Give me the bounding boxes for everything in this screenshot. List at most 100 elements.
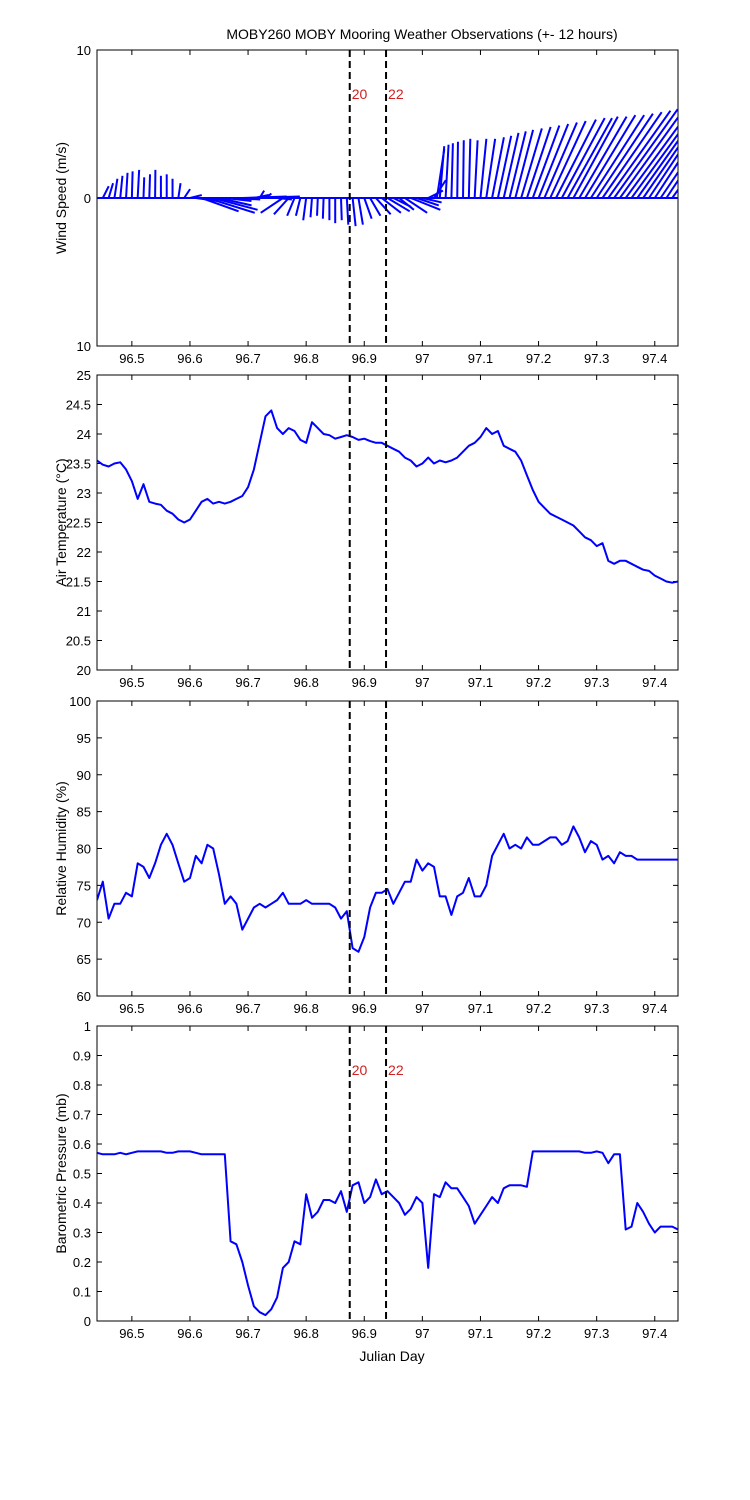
wind-vector (398, 197, 415, 211)
wind-vector (479, 138, 488, 199)
wind-vector (590, 114, 645, 199)
wind-vector (357, 197, 364, 225)
x-tick-label: 96.7 (235, 1326, 260, 1341)
wind-vector (665, 178, 678, 199)
wind-vector (572, 116, 619, 199)
wind-vector (125, 172, 129, 199)
chart-panel: 96.5 96.6 96.7 96.8 96.9 97 97.1 97.2 97.3 97.4 20… (53, 368, 679, 690)
wind-vector (177, 183, 182, 199)
data-series-line (97, 825, 678, 953)
wind-vector (136, 169, 141, 199)
wind-vector (277, 197, 293, 201)
plot-area (97, 108, 678, 227)
y-tick-label: 95 (77, 731, 91, 746)
y-tick-label: 80 (77, 842, 91, 857)
wind-vector (363, 197, 373, 220)
y-tick-label: 1 (84, 1019, 91, 1034)
y-tick-label: 10 (77, 43, 91, 58)
wind-vector (148, 174, 152, 199)
wind-vector (613, 108, 678, 199)
x-tick-label: 96.6 (177, 1326, 202, 1341)
y-tick-label: 20 (77, 663, 91, 678)
wind-vector (636, 139, 678, 199)
x-tick-label: 97.2 (526, 675, 551, 690)
wind-vector (555, 119, 597, 199)
wind-vector (201, 197, 239, 213)
x-tick-label: 96.8 (294, 1001, 319, 1016)
plot-frame (96, 700, 679, 997)
x-tick-label: 97.2 (526, 1001, 551, 1016)
x-tick-label: 96.9 (352, 1326, 377, 1341)
wind-vector (601, 111, 663, 199)
y-tick-label: 0 (84, 191, 91, 206)
wind-vector (444, 144, 450, 199)
y-tick-label: 23 (77, 486, 91, 501)
wind-vector (345, 197, 350, 225)
x-tick-label: 97.2 (526, 351, 551, 366)
x-tick-label: 97.4 (642, 675, 667, 690)
wind-vector (294, 197, 302, 217)
y-tick-label: 70 (77, 915, 91, 930)
wind-vector (549, 120, 587, 199)
y-tick-label: 65 (77, 952, 91, 967)
time-marker-label: 20 (352, 1062, 368, 1078)
wind-vector (624, 125, 678, 199)
x-tick-label: 96.6 (177, 351, 202, 366)
wind-vector (584, 114, 637, 199)
y-tick-label: 10 (77, 339, 91, 354)
wind-vector (207, 197, 256, 214)
y-tick-label: 21.5 (66, 575, 91, 590)
wind-vector (183, 188, 191, 199)
figure-title: MOBY260 MOBY Mooring Weather Observation… (226, 26, 617, 42)
y-tick-label: 20.5 (66, 634, 91, 649)
x-tick-label: 97 (415, 351, 429, 366)
x-tick-label: 96.9 (352, 1001, 377, 1016)
wind-vector (642, 145, 678, 199)
panels: 96.5 96.6 96.7 96.8 96.9 97 97.1 97.2 97.3 97.410… (53, 43, 679, 1341)
x-tick-label: 96.5 (119, 1326, 144, 1341)
x-tick-label: 96.7 (235, 1001, 260, 1016)
x-tick-label: 97 (415, 1001, 429, 1016)
y-axis-label: Relative Humidity (%) (53, 781, 69, 916)
x-tick-label: 96.8 (294, 1326, 319, 1341)
y-tick-label: 0.3 (73, 1226, 91, 1241)
wind-vector (119, 175, 124, 199)
wind-vector (525, 126, 552, 199)
y-tick-label: 0 (84, 1314, 91, 1329)
x-tick-label: 96.5 (119, 351, 144, 366)
wind-vector (101, 185, 110, 199)
data-series-line (97, 409, 678, 584)
wind-vector (416, 197, 440, 207)
wind-vector (607, 110, 672, 199)
x-tick-label: 97.1 (468, 1326, 493, 1341)
plot-area (97, 409, 678, 584)
wind-vector (386, 197, 411, 213)
y-tick-label: 75 (77, 878, 91, 893)
plot-area (97, 825, 678, 953)
x-tick-label: 96.5 (119, 1001, 144, 1016)
wind-vector (502, 132, 520, 199)
wind-vector (630, 132, 678, 199)
y-tick-label: 0.9 (73, 1049, 91, 1064)
y-tick-label: 0.4 (73, 1196, 91, 1211)
y-tick-label: 0.6 (73, 1137, 91, 1152)
wind-vector (514, 129, 535, 199)
wind-vector (264, 192, 273, 199)
wind-vector (410, 197, 441, 211)
y-tick-label: 25 (77, 368, 91, 383)
x-tick-label: 97.3 (584, 1001, 609, 1016)
x-tick-label: 97 (415, 1326, 429, 1341)
wind-vector (369, 197, 382, 217)
wind-vector (520, 128, 543, 199)
wind-vector (107, 182, 115, 199)
x-tick-label: 96.9 (352, 675, 377, 690)
y-tick-label: 0.5 (73, 1167, 91, 1182)
y-tick-label: 23.5 (66, 457, 91, 472)
wind-vector (462, 140, 465, 199)
x-tick-label: 97.3 (584, 351, 609, 366)
x-tick-label: 97.4 (642, 1001, 667, 1016)
data-series-line (97, 1150, 678, 1317)
wind-vector (316, 197, 319, 216)
wind-vector (456, 141, 459, 199)
y-tick-label: 60 (77, 989, 91, 1004)
